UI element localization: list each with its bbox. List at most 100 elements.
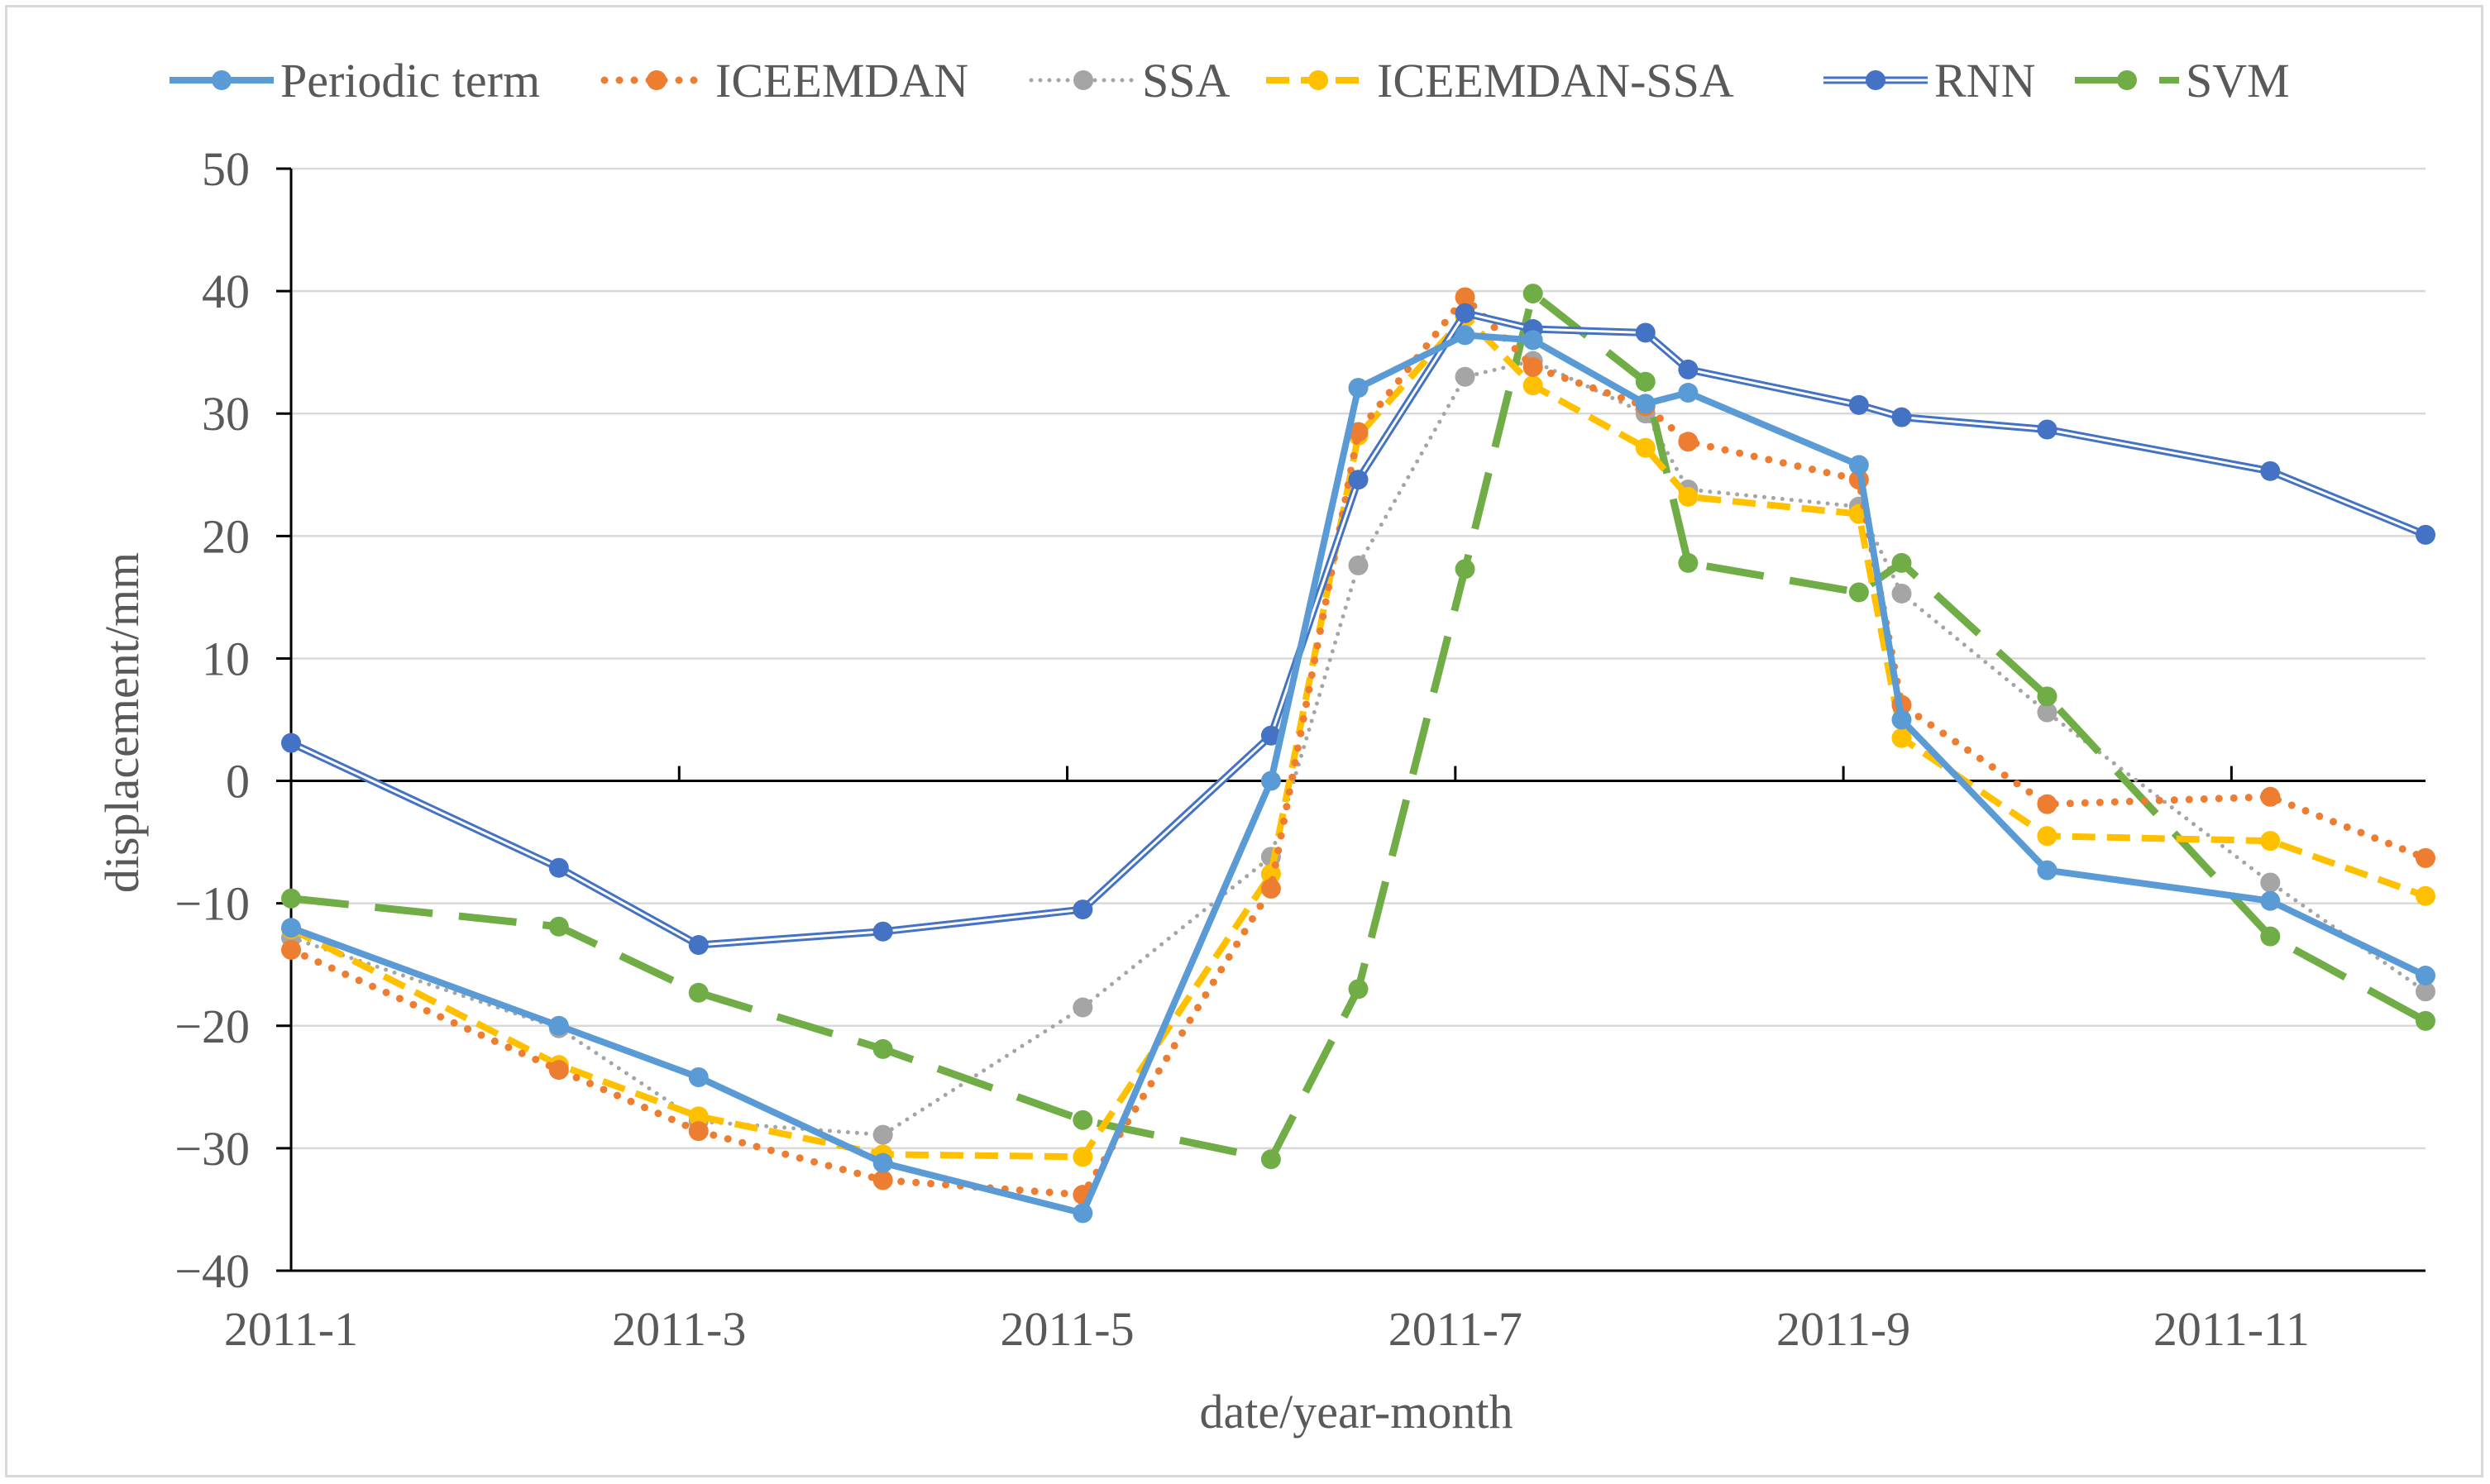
legend-item: ICEEMDAN-SSA: [1266, 54, 1734, 107]
data-point: [2260, 786, 2281, 807]
legend-label: SVM: [2186, 54, 2290, 107]
data-point: [1635, 437, 1656, 458]
data-point: [1455, 287, 1475, 308]
data-point: [1678, 432, 1699, 452]
data-point: [1455, 303, 1475, 323]
data-point: [1348, 979, 1369, 1000]
data-point: [688, 982, 709, 1003]
data-point: [872, 921, 893, 942]
data-point: [1891, 709, 1912, 730]
data-point: [1635, 371, 1656, 392]
data-point: [1073, 899, 1093, 920]
legend: Periodic term ICEEMDAN SSA ICEEMDAN-SSA RNN S…: [170, 54, 2290, 107]
data-point: [1260, 771, 1281, 791]
x-tick-label: 2011-5: [1000, 1302, 1134, 1356]
data-point: [2260, 460, 2281, 481]
data-point: [1522, 284, 1543, 304]
x-tick-label: 2011-1: [224, 1302, 358, 1356]
series-line: [289, 313, 2427, 1161]
data-point: [2037, 794, 2057, 814]
series-rnn: [281, 303, 2435, 956]
data-point: [1348, 470, 1369, 490]
data-point: [1073, 1203, 1093, 1224]
data-point: [1522, 330, 1543, 351]
data-point: [872, 1038, 893, 1059]
y-tick-label: −20: [174, 1000, 250, 1053]
data-point: [1678, 552, 1699, 573]
x-tick-labels: 2011-1 2011-3 2011-5 2011-7 2011-9 2011-11: [224, 1302, 2310, 1356]
y-tick-label: −10: [174, 877, 250, 931]
data-point: [1522, 356, 1543, 377]
data-point: [1891, 407, 1912, 427]
data-point: [2037, 419, 2057, 440]
data-point: [1455, 325, 1475, 346]
data-point: [2037, 686, 2057, 707]
data-point: [1522, 375, 1543, 396]
legend-marker: [2117, 70, 2137, 90]
data-point: [2260, 831, 2281, 852]
legend-label: SSA: [1142, 54, 1231, 107]
data-point: [548, 1015, 569, 1036]
data-point: [2416, 885, 2435, 906]
data-point: [2037, 826, 2057, 847]
data-point: [281, 918, 301, 938]
data-point: [1678, 383, 1699, 403]
data-point: [2416, 966, 2435, 986]
axes: [276, 167, 2425, 1272]
series-periodic-term: [281, 325, 2435, 1224]
data-point: [2416, 981, 2435, 1002]
data-point: [1073, 1109, 1093, 1130]
data-point: [2037, 860, 2057, 880]
data-point: [2260, 872, 2281, 893]
legend-item: RNN: [1823, 54, 2035, 107]
y-tick-label: 50: [202, 142, 250, 196]
data-point: [1073, 997, 1093, 1018]
y-tick-label: 20: [202, 509, 250, 563]
data-point: [1635, 394, 1656, 414]
series-iceemdan: [281, 287, 2435, 1205]
chart-frame: −40 −30 −20 −10 0 10 20 30 40 50 2011-1 2011-3 2011…: [5, 5, 2483, 1477]
legend-item: SVM: [2075, 54, 2290, 107]
gridlines: [291, 167, 2425, 1272]
series-line: [290, 289, 2428, 1163]
data-point: [1260, 1149, 1281, 1170]
data-point: [2416, 1010, 2435, 1031]
data-point: [1678, 359, 1699, 379]
y-tick-label: −40: [174, 1244, 250, 1298]
data-point: [1891, 583, 1912, 604]
x-tick-label: 2011-3: [612, 1302, 746, 1356]
data-point: [1348, 555, 1369, 575]
data-point: [2037, 702, 2057, 723]
legend-marker: [1308, 70, 1328, 90]
legend-item: Periodic term: [170, 54, 540, 107]
data-point: [1348, 422, 1369, 442]
data-point: [281, 732, 301, 753]
y-tick-label: 30: [202, 387, 250, 441]
y-tick-labels: −40 −30 −20 −10 0 10 20 30 40 50: [174, 142, 250, 1298]
y-tick-label: 10: [202, 632, 250, 685]
data-point: [1260, 725, 1281, 746]
data-point: [1260, 878, 1281, 899]
data-point: [1635, 322, 1656, 343]
data-point: [548, 1060, 569, 1081]
series-line-inner: [290, 312, 2426, 947]
y-tick-label: 40: [202, 265, 250, 318]
x-tick-label: 2011-11: [2153, 1302, 2310, 1356]
data-point: [872, 1124, 893, 1145]
data-point: [1848, 455, 1869, 475]
legend-marker: [647, 70, 667, 90]
data-point: [1455, 559, 1475, 580]
data-point: [281, 888, 301, 909]
data-series: [281, 284, 2435, 1224]
x-axis-title: date/year-month: [1200, 1385, 1513, 1439]
legend-label: ICEEMDAN: [715, 54, 968, 107]
data-point: [548, 916, 569, 937]
data-point: [872, 1152, 893, 1173]
y-axis-title: displacement/mm: [95, 552, 149, 893]
data-point: [688, 1066, 709, 1087]
data-point: [281, 939, 301, 960]
y-tick-label: −30: [174, 1122, 250, 1176]
data-point: [688, 1121, 709, 1142]
data-point: [1678, 486, 1699, 507]
legend-label: Periodic term: [280, 54, 540, 107]
